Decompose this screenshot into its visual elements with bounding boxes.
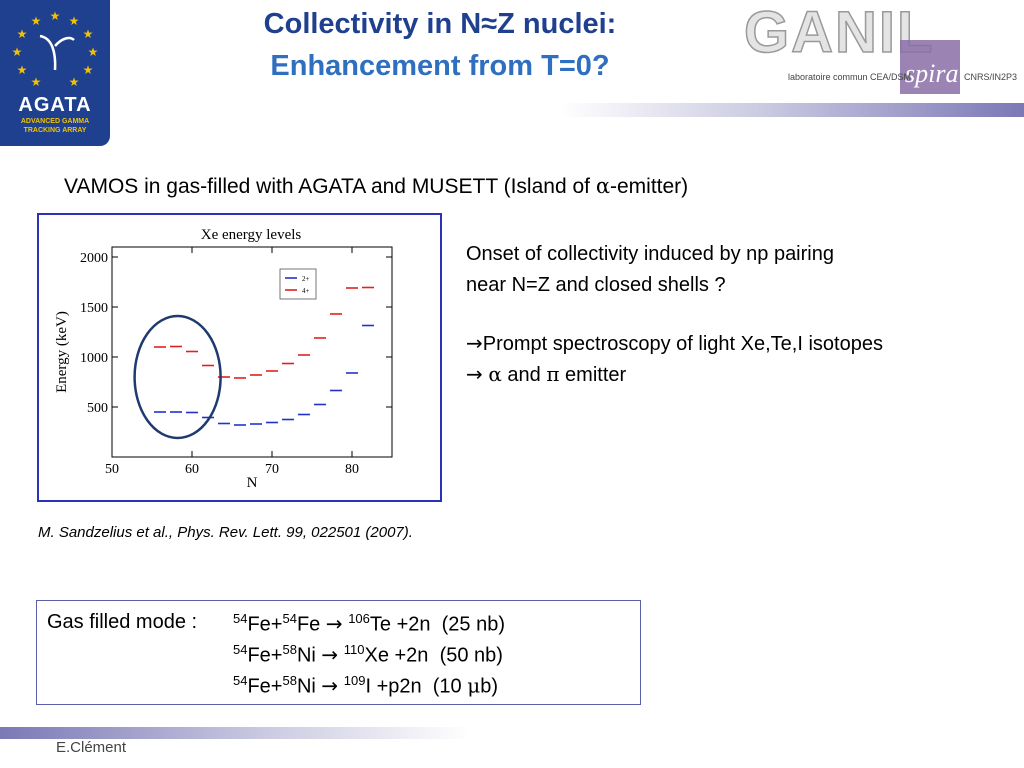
ganil-left-text: laboratoire commun CEA/DSM bbox=[788, 72, 911, 82]
ganil-logo: GANIL spiral2 laboratoire commun CEA/DSM… bbox=[740, 0, 1024, 100]
highlight-ellipse bbox=[133, 314, 222, 440]
svg-text:★: ★ bbox=[31, 14, 42, 28]
arrow-icon: → bbox=[325, 611, 343, 636]
x-tick-label: 50 bbox=[105, 462, 119, 477]
reaction-row: 54Fe+58Ni → 109I +p2n (10 μb) bbox=[233, 673, 499, 698]
header-divider bbox=[560, 103, 1024, 117]
eu-stars-icon: ★ ★ ★ ★ ★ ★ ★ ★ ★ ★ ★ bbox=[12, 9, 99, 88]
prompt-spectroscopy-text: →Prompt spectroscopy of light Xe,Te,I is… bbox=[466, 331, 883, 355]
svg-text:★: ★ bbox=[17, 27, 28, 41]
y-tick-label: 500 bbox=[87, 401, 108, 416]
slide-title: Collectivity in N≈Z nuclei: bbox=[263, 8, 617, 40]
svg-text:★: ★ bbox=[31, 75, 42, 88]
svg-text:★: ★ bbox=[83, 63, 94, 77]
svg-text:★: ★ bbox=[50, 9, 61, 23]
y-tick-label: 1500 bbox=[80, 301, 108, 316]
x-tick-label: 60 bbox=[185, 462, 199, 477]
agata-logo-subtitle: ADVANCED GAMMA TRACKING ARRAY bbox=[20, 118, 90, 134]
arrow-icon: → bbox=[321, 642, 339, 667]
chart-legend: 2+ 4+ bbox=[279, 268, 317, 300]
citation: M. Sandzelius et al., Phys. Rev. Lett. 9… bbox=[38, 524, 413, 541]
arrow-icon: → bbox=[466, 331, 483, 355]
onset-text: Onset of collectivity induced by np pair… bbox=[466, 243, 834, 296]
footer-author: E.Clément bbox=[56, 739, 127, 756]
svg-text:★: ★ bbox=[83, 27, 94, 41]
reaction-row: 54Fe+58Ni → 110Xe +2n (50 nb) bbox=[233, 642, 503, 667]
x-tick-label: 80 bbox=[345, 462, 359, 477]
svg-text:★: ★ bbox=[69, 75, 80, 88]
footer-divider bbox=[0, 727, 470, 739]
x-tick-label: 70 bbox=[265, 462, 279, 477]
svg-text:★: ★ bbox=[88, 45, 99, 59]
ganil-logo-brand: GANIL bbox=[744, 0, 934, 65]
spiral2-logo-text: spiral2 bbox=[905, 59, 979, 88]
agata-logo: ★ ★ ★ ★ ★ ★ ★ ★ ★ ★ ★ AGATA ADVANCED GAM… bbox=[0, 0, 110, 146]
chart-title: Xe energy levels bbox=[201, 227, 302, 243]
reaction-row: 54Fe+54Fe → 106Te +2n (25 nb) bbox=[233, 611, 506, 636]
arrow-icon: → bbox=[321, 673, 339, 698]
y-tick-label: 1000 bbox=[80, 351, 108, 366]
arrow-icon: → bbox=[466, 362, 483, 386]
ganil-right-text: CNRS/IN2P3 bbox=[964, 72, 1017, 82]
y-axis-label: Energy (keV) bbox=[54, 311, 70, 393]
legend-label: 2+ bbox=[302, 275, 310, 283]
emitter-text: → α and π emitter bbox=[466, 362, 627, 386]
xe-energy-chart: Xe energy levels 50 60 70 80 500 1000 1500 200… bbox=[37, 213, 442, 502]
legend-label: 4+ bbox=[302, 287, 310, 295]
agata-logo-name: AGATA bbox=[18, 94, 92, 116]
y-tick-label: 2000 bbox=[80, 251, 108, 266]
reactions-box: Gas filled mode : 54Fe+54Fe → 106Te +2n … bbox=[36, 600, 641, 705]
svg-text:★: ★ bbox=[17, 63, 28, 77]
x-axis-label: N bbox=[247, 475, 258, 491]
gas-filled-label: Gas filled mode : bbox=[47, 611, 198, 633]
svg-text:★: ★ bbox=[12, 45, 23, 59]
vamos-text: VAMOS in gas-filled with AGATA and MUSET… bbox=[64, 174, 689, 198]
plot-area bbox=[111, 246, 393, 458]
slide-subtitle: Enhancement from T=0? bbox=[270, 50, 610, 82]
svg-text:★: ★ bbox=[69, 14, 80, 28]
chart-svg: Xe energy levels 50 60 70 80 500 1000 1500 200… bbox=[54, 227, 393, 491]
